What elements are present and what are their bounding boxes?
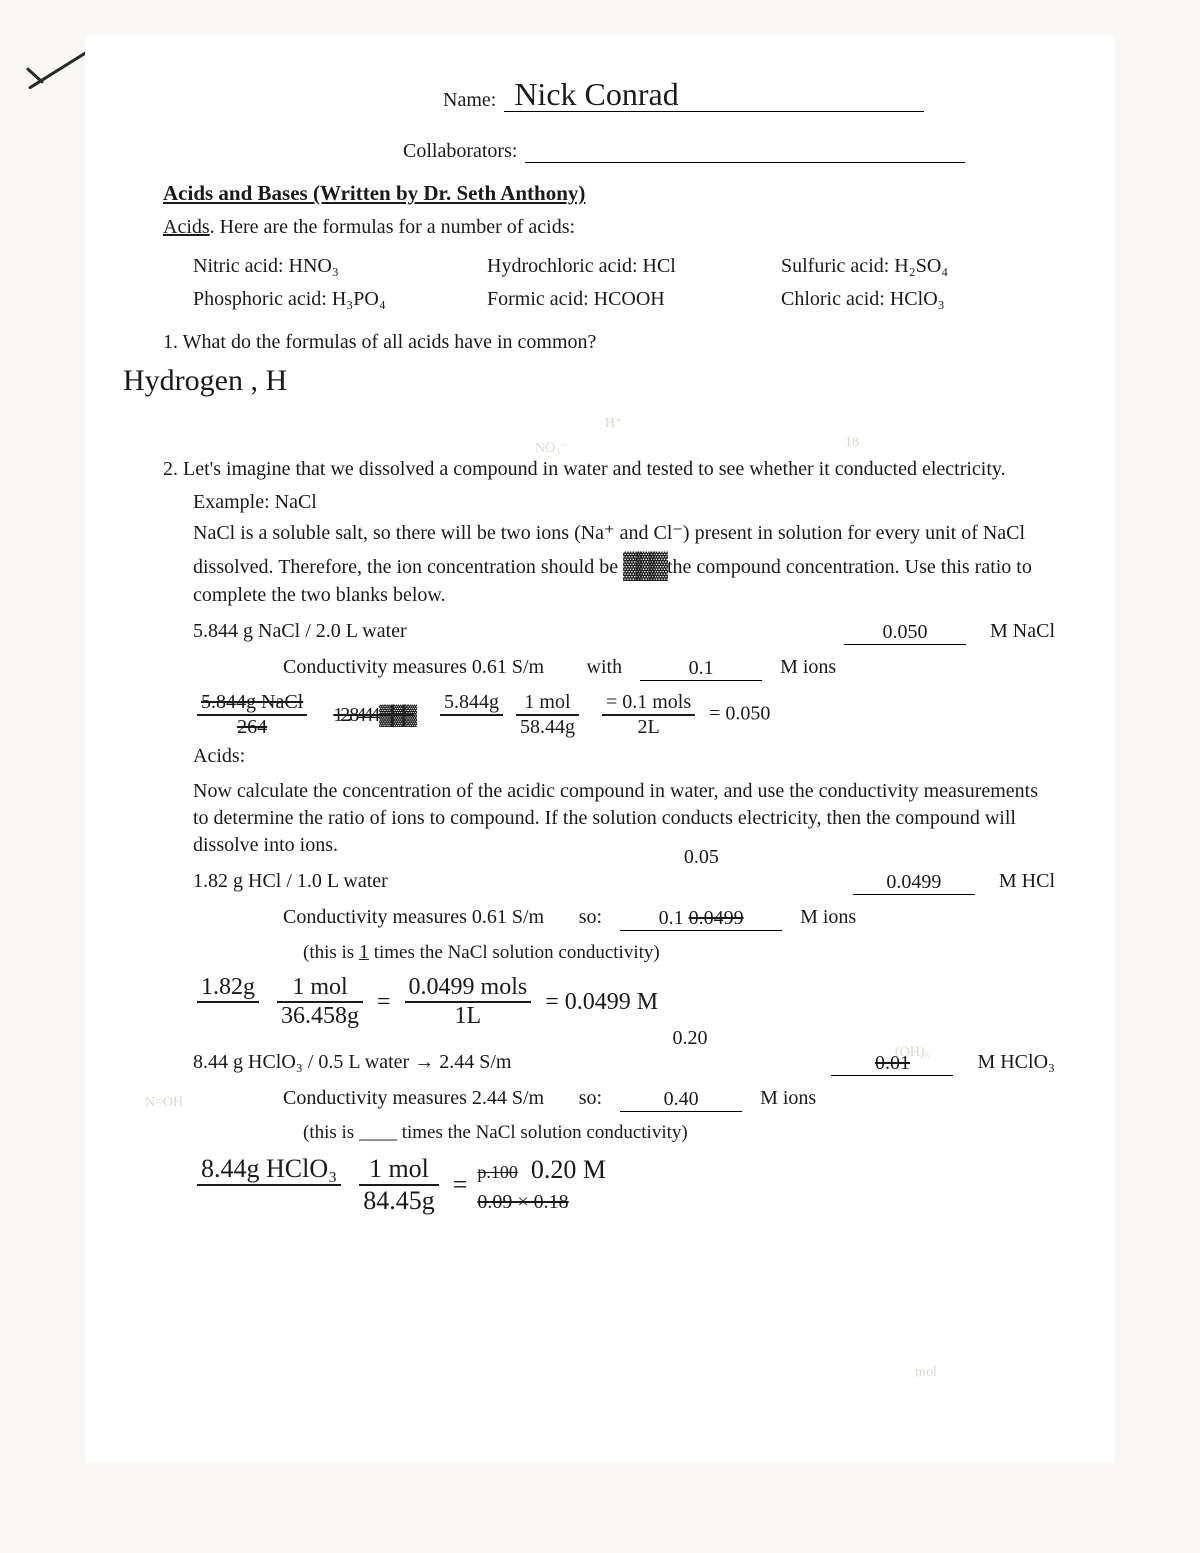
q2-prompt: 2. Let's imagine that we dissolved a com… bbox=[163, 458, 1055, 481]
acids-subhead: Acids: bbox=[193, 743, 1055, 770]
nacl-row: 5.844 g NaCl / 2.0 L water 0.050 M NaCl bbox=[193, 617, 1055, 645]
acid-item: Hydrochloric acid: HCl bbox=[487, 255, 761, 278]
nacl-m-val: 0.050 bbox=[883, 621, 928, 643]
bleed-text: H⁺ bbox=[605, 415, 623, 432]
q1-answer: Hydrogen , H bbox=[123, 364, 1055, 398]
paper-area: Name: Nick Conrad Collaborators: Acids a… bbox=[85, 35, 1115, 1463]
hcl-given: 1.82 g HCl / 1.0 L water bbox=[193, 868, 493, 895]
q1-prompt: 1. What do the formulas of all acids hav… bbox=[163, 331, 1055, 354]
hclo3-strike: 0.01 bbox=[875, 1052, 910, 1074]
nacl-m-lbl: M NaCl bbox=[990, 618, 1055, 645]
acids-intro-text: . Here are the formulas for a number of … bbox=[210, 216, 575, 238]
nacl-given: 5.844 g NaCl / 2.0 L water bbox=[193, 618, 493, 645]
worksheet-sheet: Name: Nick Conrad Collaborators: Acids a… bbox=[0, 0, 1200, 1553]
bleed-text: N=OH bbox=[145, 1095, 184, 1112]
example-text: NaCl is a soluble salt, so there will be… bbox=[193, 520, 1055, 609]
hclo3-row: 8.44 g HClO₃ / 0.5 L water → 2.44 S/m 0.… bbox=[193, 1048, 1055, 1076]
hcl-cond: Conductivity measures 0.61 S/m bbox=[283, 904, 544, 931]
hclo3-cond: Conductivity measures 2.44 S/m bbox=[283, 1085, 544, 1112]
ions-lbl: M ions bbox=[800, 904, 856, 931]
name-row: Name: Nick Conrad bbox=[443, 87, 1055, 112]
bleed-text: mol bbox=[915, 1365, 937, 1381]
bleed-text: 18 bbox=[845, 435, 859, 451]
acids-text: Now calculate the concentration of the a… bbox=[193, 778, 1055, 859]
acids-intro-label: Acids bbox=[163, 216, 210, 238]
page-title: Acids and Bases (Written by Dr. Seth Ant… bbox=[163, 181, 1055, 206]
hcl-work: 1.82g 1 mol36.458g = 0.0499 mols1L = 0.0… bbox=[193, 974, 1055, 1030]
collab-row: Collaborators: bbox=[403, 138, 1055, 163]
example-label: Example: NaCl bbox=[193, 489, 1055, 516]
hclo3-times-row: (this is ____ times the NaCl solution co… bbox=[303, 1120, 1055, 1146]
scratched-word: ▓▓▓ bbox=[623, 547, 662, 582]
acid-grid: Nitric acid: HNO₃ Hydrochloric acid: HCl… bbox=[193, 255, 1055, 311]
collab-field[interactable] bbox=[525, 138, 965, 163]
ions-lbl: M ions bbox=[780, 654, 836, 681]
acids-intro: Acids. Here are the formulas for a numbe… bbox=[163, 214, 1055, 241]
nacl-ions-val: 0.1 bbox=[689, 657, 714, 679]
collab-label: Collaborators: bbox=[403, 140, 517, 163]
nacl-cond-row: Conductivity measures 0.61 S/m with 0.1 … bbox=[283, 653, 1055, 681]
acid-item: Sulfuric acid: H₂SO₄ bbox=[781, 255, 1055, 278]
name-field[interactable]: Nick Conrad bbox=[504, 87, 924, 112]
ions-lbl: M ions bbox=[760, 1085, 816, 1112]
hcl-m-lbl: M HCl bbox=[999, 868, 1055, 895]
so-label: so: bbox=[562, 904, 602, 931]
hclo3-ions-val: 0.40 bbox=[664, 1088, 699, 1110]
hclo3-work: 8.44g HClO₃ 1 mol84.45g = p.100 0.20 M 0… bbox=[193, 1154, 1055, 1216]
with-label: with bbox=[562, 654, 622, 681]
name-value: Nick Conrad bbox=[514, 76, 678, 113]
nacl-work: 5.844g NaCl264 12.8444 ▓▓▓ 5.844g 1 mol5… bbox=[193, 691, 1055, 739]
acid-item: Nitric acid: HNO₃ bbox=[193, 255, 467, 278]
bleed-text: NO₃⁻ bbox=[535, 440, 568, 458]
so-label: so: bbox=[562, 1085, 602, 1112]
hcl-cond-row: Conductivity measures 0.61 S/m so: 0.1 0… bbox=[283, 903, 1055, 931]
name-label: Name: bbox=[443, 89, 496, 112]
hclo3-cond-row: Conductivity measures 2.44 S/m so: 0.40 … bbox=[283, 1084, 1055, 1112]
acid-item: Formic acid: HCOOH bbox=[487, 288, 761, 311]
hcl-m-val: 0.0499 bbox=[886, 871, 941, 893]
hcl-row: 1.82 g HCl / 1.0 L water 0.05 0.0499 M H… bbox=[193, 867, 1055, 895]
acid-item: Chloric acid: HClO₃ bbox=[781, 288, 1055, 311]
hclo3-given: 8.44 g HClO₃ / 0.5 L water → 2.44 S/m bbox=[193, 1049, 533, 1076]
nacl-cond: Conductivity measures 0.61 S/m bbox=[283, 654, 544, 681]
hcl-times-row: (this is 1 times the NaCl solution condu… bbox=[303, 939, 1055, 966]
acid-item: Phosphoric acid: H₃PO₄ bbox=[193, 288, 467, 311]
hclo3-m-lbl: M HClO₃ bbox=[977, 1049, 1055, 1076]
